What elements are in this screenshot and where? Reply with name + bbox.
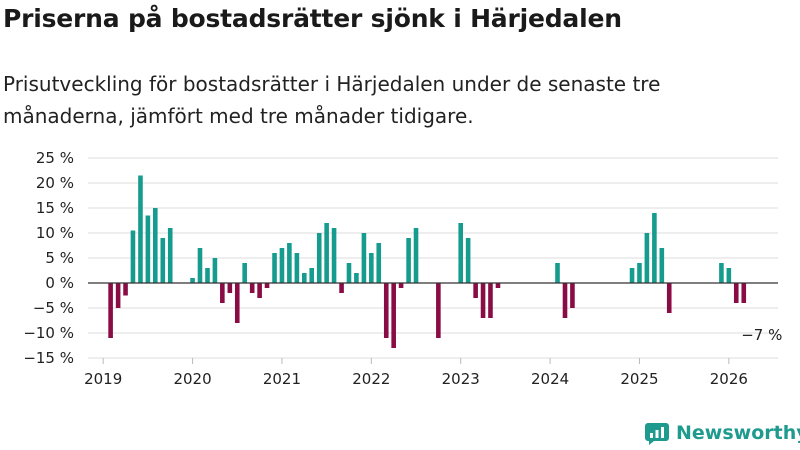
- bar: [249, 283, 255, 293]
- bar: [309, 268, 315, 283]
- x-tick-label: 2021: [263, 370, 301, 388]
- y-tick-label: −5 %: [33, 299, 74, 317]
- bar: [383, 283, 389, 338]
- y-tick-label: 0 %: [45, 274, 74, 292]
- bar: [436, 283, 441, 338]
- y-tick-label: −10 %: [23, 324, 74, 342]
- bar: [205, 268, 210, 283]
- y-tick-label: 15 %: [36, 199, 74, 217]
- bar: [108, 283, 113, 338]
- bar: [346, 263, 352, 283]
- bar: [167, 228, 173, 283]
- bar: [488, 283, 493, 318]
- bar: [480, 283, 486, 318]
- bar: [562, 283, 568, 318]
- brand-name: Newsworthy: [676, 422, 800, 444]
- bar: [115, 283, 121, 308]
- bar: [644, 233, 650, 283]
- bar: [629, 268, 635, 283]
- x-tick-label: 2025: [620, 370, 658, 388]
- bar: [369, 253, 374, 283]
- bar: [726, 268, 732, 283]
- bar: [391, 283, 396, 348]
- newsworthy-logo-icon: [645, 423, 669, 445]
- bar: [197, 248, 203, 283]
- bar: [719, 263, 724, 283]
- bar: [264, 283, 270, 288]
- bar: [234, 283, 240, 323]
- bar: [666, 283, 672, 313]
- chart-title: Priserna på bostadsrätter sjönk i Härjed…: [3, 4, 622, 33]
- x-tick-label: 2026: [710, 370, 748, 388]
- bar: [227, 283, 233, 293]
- bar: [413, 228, 419, 283]
- bar: [339, 283, 344, 293]
- bar: [138, 175, 143, 283]
- bar: [331, 228, 337, 283]
- bar: [361, 233, 367, 283]
- chart-subtitle: Prisutveckling för bostadsrätter i Härje…: [3, 72, 661, 128]
- bar: [257, 283, 262, 298]
- bar: [220, 283, 225, 303]
- bar: [376, 243, 382, 283]
- x-tick-label: 2024: [531, 370, 569, 388]
- bar: [733, 283, 739, 303]
- brand-logo: Newsworthy: [644, 420, 800, 446]
- bar: [287, 243, 292, 283]
- bar: [242, 263, 247, 283]
- bar: [160, 238, 166, 283]
- bar: [741, 283, 747, 303]
- y-tick-label: 10 %: [36, 224, 74, 242]
- x-tick-label: 2020: [173, 370, 211, 388]
- bar: [324, 223, 329, 283]
- bar: [130, 230, 136, 283]
- bar: [272, 253, 277, 283]
- bar: [652, 213, 657, 283]
- bar: [570, 283, 575, 308]
- bar: [465, 238, 471, 283]
- bar: [495, 283, 501, 288]
- bar: [153, 208, 158, 283]
- bar: [212, 258, 218, 283]
- bar: [294, 253, 300, 283]
- bar: [398, 283, 404, 288]
- bar: [555, 263, 560, 283]
- bar: [458, 223, 464, 283]
- bar: [637, 263, 642, 283]
- x-tick-label: 2023: [442, 370, 480, 388]
- bar: [302, 273, 307, 283]
- x-tick-label: 2019: [84, 370, 122, 388]
- last-value-annotation: −7 %: [741, 326, 782, 344]
- bar: [473, 283, 478, 298]
- bar-chart: 25 % 20 % 15 % 10 % 5 % 0 % −5 % −10 % −15 % 2019…: [23, 149, 782, 388]
- bar: [123, 283, 128, 296]
- bar: [190, 278, 195, 283]
- y-tick-label: 20 %: [36, 174, 74, 192]
- y-tick-label: 25 %: [36, 149, 74, 167]
- bar: [659, 248, 665, 283]
- bar: [316, 233, 322, 283]
- bar: [406, 238, 411, 283]
- bar: [279, 248, 285, 283]
- y-tick-label: 5 %: [45, 249, 74, 267]
- x-tick-label: 2022: [352, 370, 390, 388]
- y-tick-label: −15 %: [23, 349, 74, 367]
- bar: [145, 215, 151, 283]
- bar: [354, 273, 359, 283]
